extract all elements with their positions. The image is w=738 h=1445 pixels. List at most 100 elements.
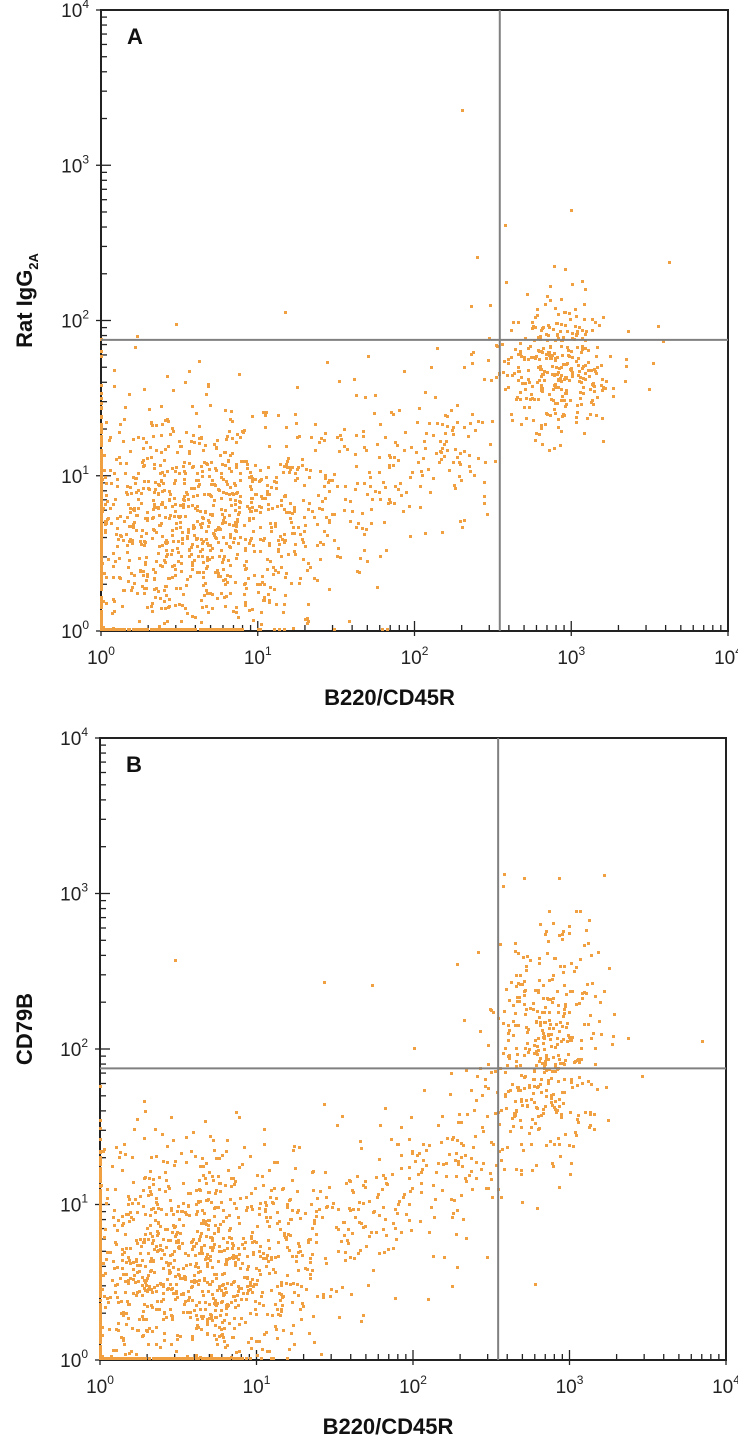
scatter-point — [220, 1309, 223, 1312]
scatter-point — [198, 1279, 201, 1282]
scatter-point — [210, 483, 213, 486]
scatter-point — [121, 1357, 124, 1360]
scatter-point — [452, 433, 455, 436]
scatter-point — [180, 1210, 183, 1213]
scatter-point — [101, 1355, 104, 1358]
scatter-point — [244, 582, 247, 585]
scatter-point — [298, 1245, 301, 1248]
scatter-point — [374, 394, 377, 397]
scatter-point — [204, 1308, 207, 1311]
scatter-point — [526, 1031, 529, 1034]
scatter-point — [389, 456, 392, 459]
scatter-point — [172, 1292, 175, 1295]
scatter-point — [379, 1124, 382, 1127]
scatter-point — [183, 470, 186, 473]
scatter-point — [307, 620, 310, 623]
scatter-point — [209, 404, 212, 407]
scatter-point — [429, 491, 432, 494]
x-tick-label: 101 — [244, 644, 272, 669]
scatter-point — [144, 1357, 147, 1360]
scatter-point — [155, 531, 158, 534]
scatter-point — [235, 611, 238, 614]
scatter-point — [394, 441, 397, 444]
scatter-point — [438, 461, 441, 464]
scatter-point — [543, 1035, 546, 1038]
scatter-point — [506, 1064, 509, 1067]
scatter-point — [491, 420, 494, 423]
scatter-point — [311, 1253, 314, 1256]
scatter-point — [520, 423, 523, 426]
scatter-point — [205, 1223, 208, 1226]
scatter-point — [454, 1159, 457, 1162]
scatter-point — [293, 508, 296, 511]
scatter-points — [100, 109, 671, 631]
scatter-point — [383, 521, 386, 524]
scatter-point — [224, 1346, 227, 1349]
scatter-point — [213, 483, 216, 486]
scatter-point — [244, 604, 247, 607]
scatter-point — [584, 364, 587, 367]
scatter-point — [405, 491, 408, 494]
scatter-point — [164, 1228, 167, 1231]
scatter-point — [164, 419, 167, 422]
scatter-point — [559, 1062, 562, 1065]
scatter-point — [513, 1112, 516, 1115]
scatter-point — [553, 447, 556, 450]
scatter-point — [193, 487, 196, 490]
scatter-point — [301, 538, 304, 541]
scatter-point — [589, 413, 592, 416]
scatter-point — [143, 480, 146, 483]
scatter-point — [467, 435, 470, 438]
scatter-point — [142, 447, 145, 450]
scatter-point — [137, 628, 140, 631]
scatter-point — [99, 1324, 102, 1327]
scatter-point — [504, 224, 507, 227]
scatter-point — [150, 605, 153, 608]
scatter-point — [337, 1208, 340, 1211]
scatter-point — [276, 505, 279, 508]
scatter-point — [252, 544, 255, 547]
scatter-point — [458, 1113, 461, 1116]
scatter-point — [569, 1173, 572, 1176]
scatter-point — [422, 457, 425, 460]
scatter-point — [246, 1268, 249, 1271]
scatter-point — [571, 371, 574, 374]
scatter-point — [489, 304, 492, 307]
scatter-point — [220, 592, 223, 595]
scatter-point — [580, 351, 583, 354]
scatter-point — [195, 1213, 198, 1216]
scatter-point — [294, 413, 297, 416]
scatter-point — [150, 1257, 153, 1260]
scatter-point — [190, 628, 193, 631]
scatter-point — [205, 628, 208, 631]
scatter-point — [475, 1099, 478, 1102]
scatter-point — [534, 1283, 537, 1286]
scatter-point — [251, 1241, 254, 1244]
scatter-point — [309, 1277, 312, 1280]
scatter-point — [511, 1117, 514, 1120]
scatter-point — [397, 459, 400, 462]
scatter-point — [196, 1210, 199, 1213]
scatter-point — [254, 464, 257, 467]
scatter-point — [409, 1190, 412, 1193]
scatter-point — [162, 1238, 165, 1241]
scatter-point — [170, 1209, 173, 1212]
scatter-point — [246, 463, 249, 466]
scatter-point — [538, 1060, 541, 1063]
scatter-point — [252, 1251, 255, 1254]
scatter-point — [229, 575, 232, 578]
scatter-point — [213, 1243, 216, 1246]
scatter-point — [132, 1268, 135, 1271]
scatter-point — [345, 1182, 348, 1185]
scatter-point — [468, 1174, 471, 1177]
scatter-point — [174, 479, 177, 482]
scatter-point — [149, 1232, 152, 1235]
scatter-point — [455, 1175, 458, 1178]
scatter-point — [178, 1218, 181, 1221]
scatter-point — [163, 622, 166, 625]
scatter-point — [167, 1287, 170, 1290]
scatter-point — [243, 1247, 246, 1250]
scatter-point — [137, 1357, 140, 1360]
scatter-point — [547, 940, 550, 943]
scatter-point — [509, 1089, 512, 1092]
